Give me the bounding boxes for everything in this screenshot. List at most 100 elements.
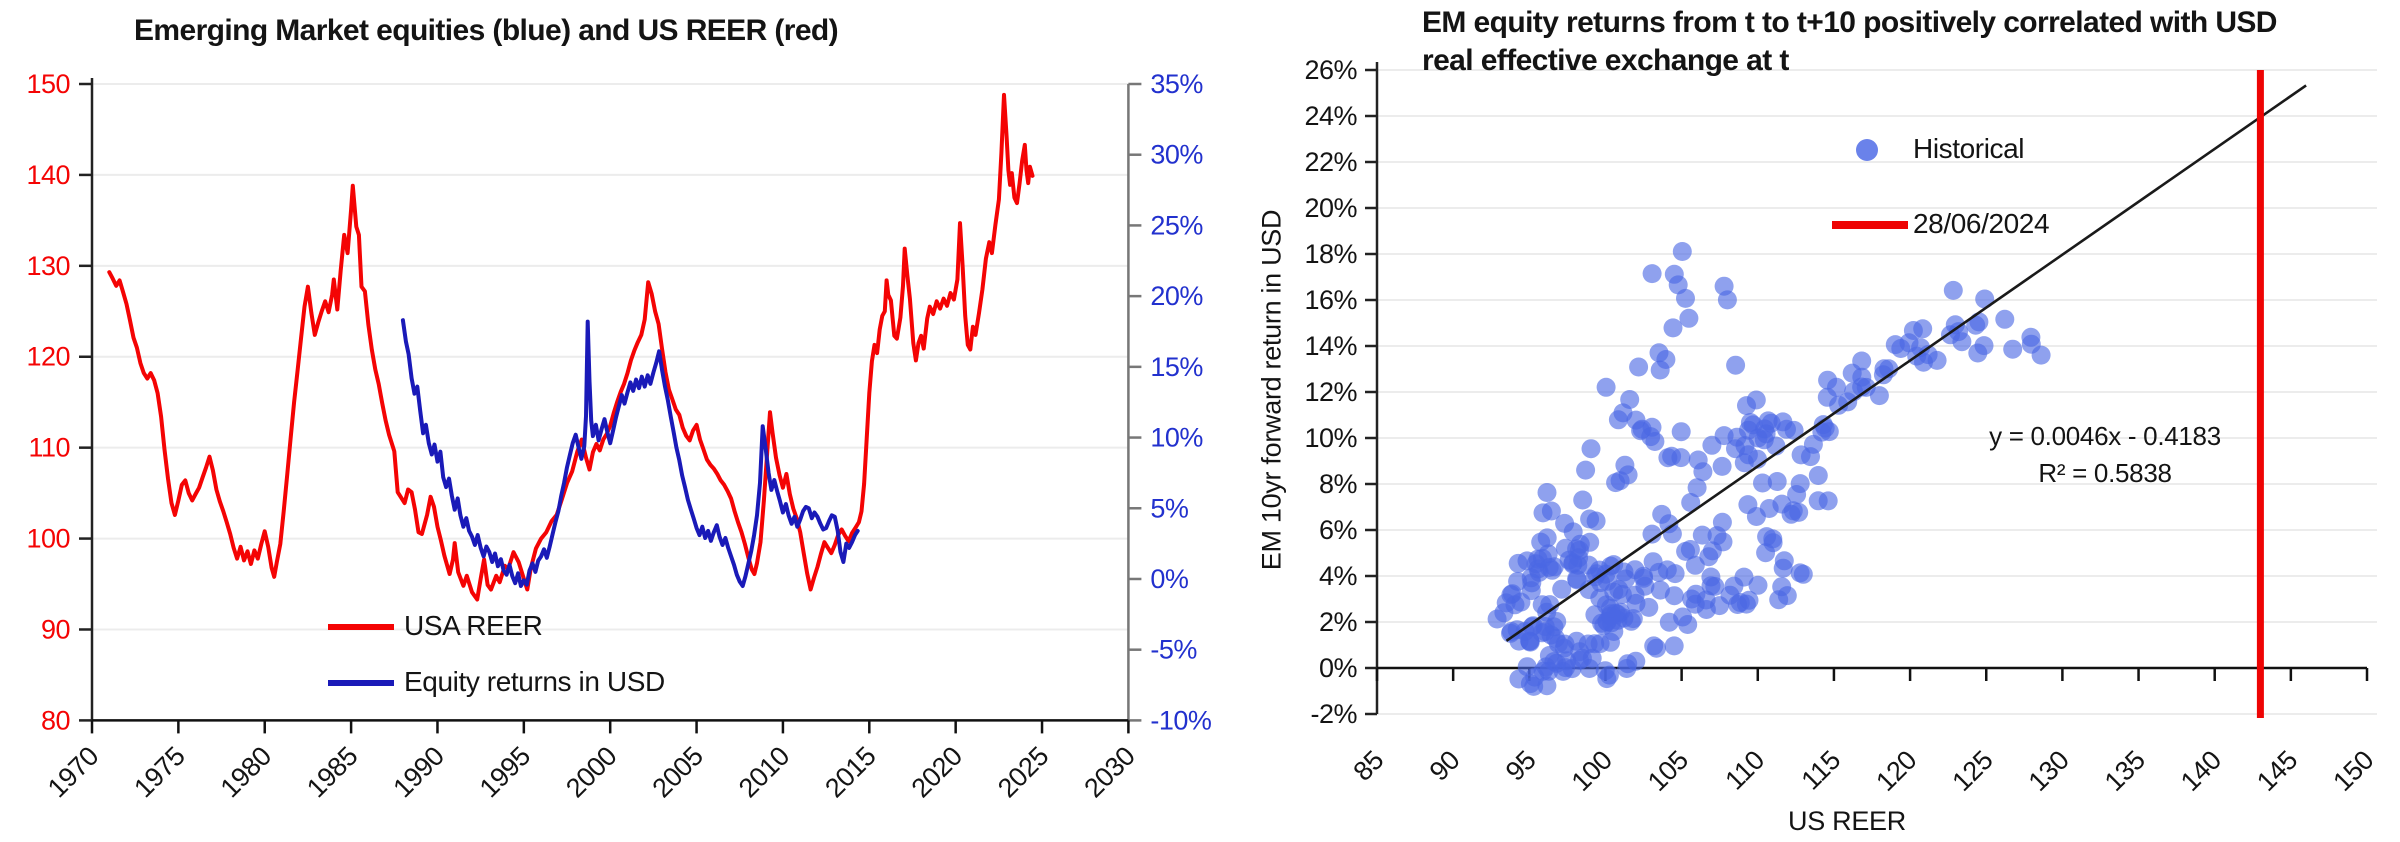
scatter-point (1609, 580, 1629, 599)
scatter-point (1681, 493, 1701, 512)
left-axis-tick-label: 140 (26, 160, 70, 190)
scatter-point (1596, 377, 1616, 397)
scatter-point (1642, 524, 1662, 544)
scatter-point (1649, 562, 1669, 582)
scatter-point (1644, 636, 1664, 656)
scatter-point (1664, 636, 1684, 656)
legend-label-historical: Historical (1913, 133, 2025, 164)
left-axis-tick-label: 100 (26, 524, 70, 554)
right-axis-tick-label: -10% (1150, 705, 1212, 735)
x-axis-tick-label: 2030 (1078, 741, 1140, 803)
scatter-point (1601, 632, 1620, 652)
scatter-point (1581, 439, 1601, 459)
x-axis-tick-label: 135 (2099, 745, 2151, 797)
scatter-point (1676, 541, 1696, 561)
scatter-point (1687, 478, 1707, 498)
scatter-point (1748, 575, 1768, 595)
scatter-point (1650, 580, 1670, 600)
y-axis-tick-label: 14% (1304, 331, 1357, 361)
scatter-point (1891, 339, 1911, 358)
legend-label-current-date: 28/06/2024 (1913, 208, 2050, 239)
scatter-point (1508, 553, 1528, 573)
right-chart-title-line2: real effective exchange at t (1422, 44, 1789, 77)
left-axis-tick-label: 130 (26, 251, 70, 281)
y-axis-tick-label: 20% (1304, 193, 1357, 223)
scatter-point (1517, 657, 1537, 677)
left-axis-tick-label: 150 (26, 69, 70, 99)
scatter-point (1531, 532, 1551, 552)
scatter-point (1678, 615, 1698, 634)
x-axis-tick-label: 105 (1642, 745, 1694, 797)
scatter-point (1663, 318, 1683, 338)
y-axis-tick-label: 6% (1319, 515, 1358, 545)
scatter-point (1756, 543, 1776, 563)
scatter-point (1818, 491, 1838, 511)
regression-r-squared: R² = 0.5838 (2038, 458, 2172, 488)
right-axis-tick-label: 10% (1150, 423, 1203, 453)
scatter-point (1618, 654, 1638, 674)
scatter-point (1966, 315, 1986, 335)
scatter-point (1720, 585, 1740, 605)
x-axis-tick-label: 1970 (42, 741, 104, 803)
scatter-point (1774, 551, 1794, 571)
right-chart-y-axis-title: EM 10yr forward return in USD (1256, 209, 1287, 571)
scatter-point (1734, 453, 1754, 473)
x-axis-tick-label: 90 (1424, 745, 1466, 787)
y-axis-tick-label: 24% (1304, 101, 1357, 131)
y-axis-tick-label: 4% (1319, 561, 1358, 591)
scatter-point (1952, 332, 1972, 352)
scatter-point (1555, 513, 1575, 533)
scatter-point (1535, 617, 1555, 636)
scatter-point (1573, 490, 1593, 510)
scatter-point (1685, 555, 1705, 575)
scatter-point (1606, 473, 1626, 493)
legend-marker-current-date-line (1832, 221, 1908, 229)
legend-marker-historical-dot (1856, 139, 1878, 161)
x-axis-tick-label: 1980 (215, 741, 277, 803)
scatter-point (1626, 593, 1646, 613)
x-axis-tick-label: 1975 (128, 741, 190, 803)
left-chart-title: Emerging Market equities (blue) and US R… (134, 14, 839, 47)
scatter-point (1576, 460, 1596, 480)
scatter-point (1903, 321, 1923, 340)
x-axis-tick-label: 2020 (906, 741, 968, 803)
right-axis-tick-label: 5% (1150, 493, 1189, 523)
scatter-point (1714, 426, 1734, 446)
scatter-point (1608, 410, 1628, 430)
left-axis-tick-label: 90 (41, 614, 70, 644)
usa-reer-line (107, 92, 1035, 602)
trend-line (1505, 84, 2307, 642)
scatter-point (1783, 501, 1803, 521)
scatter-point (1699, 547, 1719, 567)
scatter-point (1552, 579, 1572, 599)
scatter-point (2003, 339, 2023, 359)
y-axis-tick-label: 18% (1304, 239, 1357, 269)
scatter-point (1737, 396, 1756, 416)
x-axis-tick-label: 115 (1796, 745, 1847, 796)
x-axis-tick-label: 1985 (301, 741, 363, 803)
x-axis-tick-label: 140 (2175, 745, 2227, 797)
scatter-point (1586, 511, 1606, 531)
scatter-point (1487, 609, 1507, 629)
scatter-point (1682, 589, 1702, 609)
x-axis-tick-label: 85 (1347, 745, 1389, 787)
y-axis-tick-label: 10% (1304, 423, 1357, 453)
left-axis-tick-label: 80 (41, 705, 70, 735)
scatter-point (1705, 576, 1725, 596)
right-axis-tick-label: 0% (1150, 564, 1189, 594)
scatter-point (1842, 363, 1862, 383)
scatter-point (1943, 280, 1963, 300)
scatter-point (1772, 577, 1792, 597)
scatter-point (1827, 377, 1846, 397)
scatter-point (1874, 359, 1894, 379)
scatter-point (1676, 288, 1695, 308)
scatter-point (1808, 466, 1828, 485)
right-chart-title-line1: EM equity returns from t to t+10 positiv… (1422, 6, 2277, 39)
scatter-point (1688, 450, 1708, 470)
scatter-point (1767, 472, 1787, 491)
right-axis-tick-label: 30% (1150, 140, 1203, 170)
scatter-point (1787, 485, 1807, 504)
x-axis-tick-label: 130 (2023, 745, 2075, 797)
x-axis-tick-label: 2000 (560, 741, 622, 803)
